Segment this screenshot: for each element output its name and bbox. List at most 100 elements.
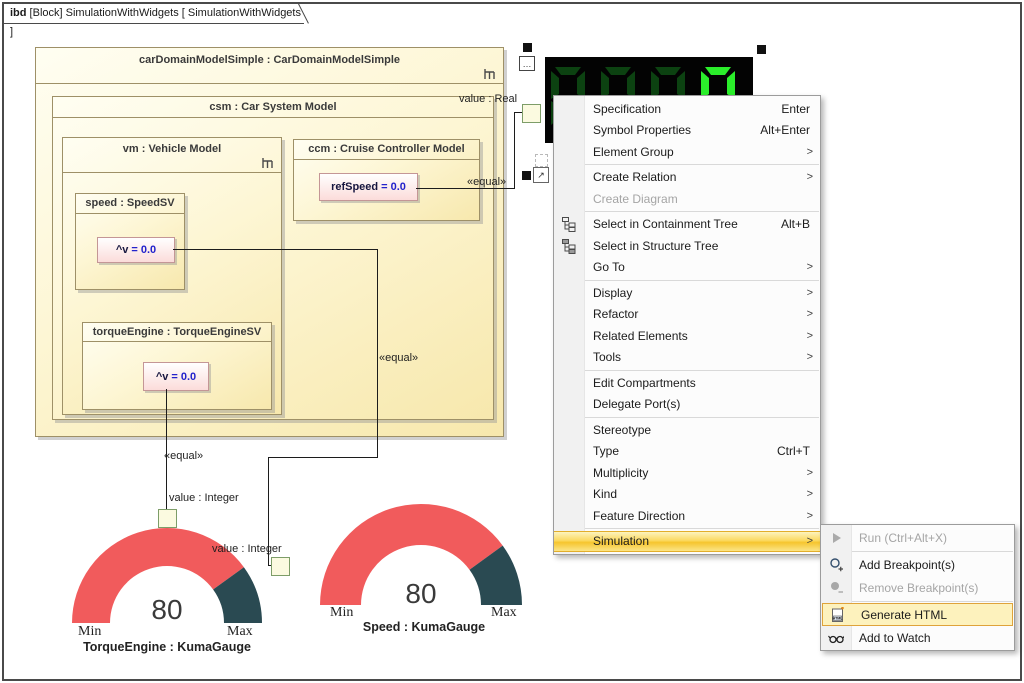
torque-gauge-min-label: Min — [78, 624, 102, 639]
block-torque-header[interactable]: torqueEngine : TorqueEngineSV — [83, 323, 271, 342]
block-vm-header[interactable]: vm : Vehicle Model — [63, 138, 281, 173]
menu-separator — [585, 279, 819, 281]
block-torque-title: torqueEngine : TorqueEngineSV — [92, 326, 262, 338]
speed-v-name: ^v — [115, 244, 129, 256]
menu-item-multiplicity[interactable]: Multiplicity > — [554, 462, 820, 484]
menu-item-stereotype[interactable]: Stereotype — [593, 422, 652, 437]
menu-item-specification[interactable]: Specification Enter — [593, 101, 810, 116]
containment-tree-icon — [562, 217, 576, 233]
submenu-arrow-icon: > — [806, 488, 813, 501]
menu-separator — [585, 369, 819, 371]
port-value-integer-torque[interactable] — [158, 509, 177, 528]
value-box-refspeed[interactable]: refSpeed = 0.0 — [319, 173, 418, 201]
submenu-arrow-icon: > — [806, 509, 813, 522]
add-breakpoint-icon — [829, 558, 843, 572]
speed-gauge-caption: Speed : KumaGauge — [362, 620, 486, 634]
menu-item-create-relation[interactable]: Create Relation > — [554, 167, 820, 189]
submenu-item-add-breakpoints[interactable]: Add Breakpoint(s) — [821, 553, 1014, 576]
selection-handle[interactable] — [523, 43, 532, 52]
speed-v-value: = 0.0 — [131, 244, 157, 256]
menu-item-refactor[interactable]: Refactor > — [554, 304, 820, 326]
menu-item-go-to[interactable]: Go To > — [554, 257, 820, 279]
block-car-domain-title: carDomainModelSimple : CarDomainModelSim… — [139, 54, 400, 66]
port-label-value-real: value : Real — [459, 93, 518, 105]
block-ccm-header[interactable]: ccm : Cruise Controller Model — [294, 140, 479, 160]
more-options-icon[interactable]: … — [519, 56, 535, 71]
diagram-name-label: [Block] SimulationWithWidgets [ Simulati… — [10, 7, 301, 38]
menu-item-kind[interactable]: Kind > — [554, 484, 820, 506]
internal-structure-icon — [262, 158, 273, 168]
torque-v-value: = 0.0 — [171, 370, 197, 383]
selection-handle[interactable] — [522, 171, 531, 180]
equal-stereotype-label: «equal» — [467, 176, 507, 188]
structure-tree-icon — [562, 238, 576, 254]
block-speed-header[interactable]: speed : SpeedSV — [76, 194, 184, 214]
speed-gauge-arc[interactable] — [318, 496, 524, 611]
speed-gauge-max-label: Max — [491, 605, 517, 620]
selection-handle[interactable] — [757, 45, 766, 54]
submenu-arrow-icon: > — [806, 535, 813, 548]
menu-item-create-diagram: Create Diagram — [593, 191, 678, 206]
torque-gauge-arc[interactable] — [62, 510, 272, 630]
submenu-item-add-to-watch[interactable]: Add to Watch — [821, 626, 1014, 649]
connector-torque-gauge[interactable] — [166, 389, 167, 510]
refspeed-value: = 0.0 — [381, 181, 406, 193]
generate-html-icon: HTML — [832, 606, 844, 622]
submenu-item-generate-html[interactable]: HTML Generate HTML — [822, 603, 1013, 626]
port-value-real[interactable] — [522, 104, 541, 123]
internal-structure-icon — [484, 69, 495, 79]
submenu-item-run: Run (Ctrl+Alt+X) — [821, 526, 1014, 549]
submenu-arrow-icon: > — [806, 308, 813, 321]
block-speed-title: speed : SpeedSV — [85, 197, 175, 209]
equal-stereotype-label: «equal» — [379, 352, 419, 364]
menu-separator — [585, 416, 819, 418]
speed-gauge-value: 80 — [405, 578, 437, 609]
navigate-icon[interactable]: ↗ — [533, 167, 549, 183]
menu-item-select-in-containment-tree[interactable]: Select in Containment Tree Alt+B — [554, 214, 820, 236]
context-menu: Specification Enter Symbol Properties Alt+… — [553, 95, 821, 555]
menu-item-feature-direction[interactable]: Feature Direction > — [554, 505, 820, 527]
submenu-arrow-icon: > — [806, 145, 813, 158]
menu-item-symbol-properties[interactable]: Symbol Properties Alt+Enter — [593, 123, 810, 138]
menu-item-simulation[interactable]: Simulation > — [554, 530, 820, 552]
torque-gauge-caption: TorqueEngine : KumaGauge — [83, 640, 251, 654]
equal-stereotype-label: «equal» — [164, 450, 204, 462]
menu-item-related-elements[interactable]: Related Elements > — [554, 325, 820, 347]
submenu-arrow-icon: > — [806, 329, 813, 342]
menu-item-select-in-structure-tree[interactable]: Select in Structure Tree — [554, 235, 820, 257]
connector-speed-gauge[interactable] — [173, 249, 378, 250]
diagram-name-tab: ibd [Block] SimulationWithWidgets [ Simu… — [4, 4, 304, 38]
port-label-value-integer: value : Integer — [212, 543, 282, 555]
torque-gauge-max-label: Max — [227, 624, 253, 639]
connector-speed-gauge[interactable] — [268, 457, 378, 458]
menu-separator — [585, 164, 819, 165]
connector-speed-gauge[interactable] — [268, 565, 272, 566]
menu-separator — [852, 600, 1013, 602]
menu-item-display[interactable]: Display > — [554, 282, 820, 304]
submenu-arrow-icon: > — [806, 171, 813, 184]
submenu-arrow-icon: > — [806, 351, 813, 364]
menu-item-type[interactable]: Type Ctrl+T — [593, 444, 810, 459]
connector-speed-gauge[interactable] — [377, 249, 378, 457]
value-box-speed-v[interactable]: ^v = 0.0 — [97, 237, 175, 263]
connector-speed-gauge[interactable] — [268, 457, 269, 566]
block-ccm-title: ccm : Cruise Controller Model — [308, 143, 465, 155]
menu-item-element-group[interactable]: Element Group > — [554, 141, 820, 163]
refspeed-name: refSpeed — [331, 181, 379, 193]
connector-refspeed-display[interactable] — [514, 113, 515, 189]
menu-separator — [852, 550, 1013, 552]
block-car-domain-header[interactable]: carDomainModelSimple : CarDomainModelSim… — [36, 48, 503, 84]
port-label-value-integer: value : Integer — [169, 492, 239, 504]
menu-item-tools[interactable]: Tools > — [554, 347, 820, 369]
submenu-arrow-icon: > — [806, 261, 813, 274]
menu-item-delegate-ports[interactable]: Delegate Port(s) — [593, 397, 681, 412]
value-box-torque-v[interactable]: ^v = 0.0 — [143, 362, 209, 391]
port-value-integer-speed[interactable] — [271, 557, 290, 576]
block-csm-title: csm : Car System Model — [209, 101, 337, 113]
menu-item-edit-compartments[interactable]: Edit Compartments — [593, 375, 696, 390]
block-csm-header[interactable]: csm : Car System Model — [53, 97, 493, 118]
connector-refspeed-display[interactable] — [514, 112, 522, 113]
menu-separator — [585, 211, 819, 212]
connector-refspeed-display[interactable] — [416, 188, 514, 189]
